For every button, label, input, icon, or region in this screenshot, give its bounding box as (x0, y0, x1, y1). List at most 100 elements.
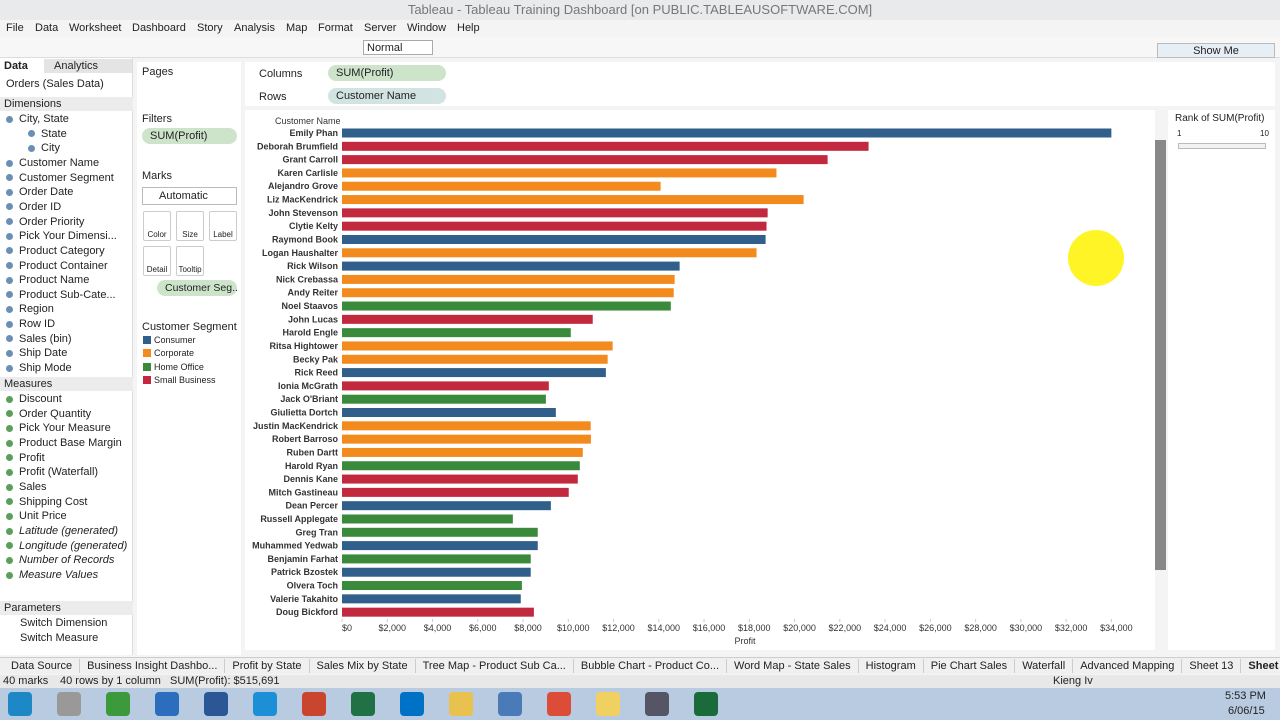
data-tab[interactable]: Data (4, 60, 28, 72)
dimension-field[interactable]: City (28, 142, 60, 154)
sheet-tab[interactable]: Tree Map - Product Sub Ca... (416, 659, 574, 673)
sheet-tab[interactable]: Pie Chart Sales (924, 659, 1016, 673)
taskbar-icon[interactable] (253, 692, 277, 716)
taskbar-icon[interactable] (498, 692, 522, 716)
mark-button[interactable]: Color (143, 211, 171, 241)
taskbar-icon[interactable] (57, 692, 81, 716)
measure-field[interactable]: Order Quantity (6, 408, 91, 420)
sheet-tab[interactable]: Histogram (859, 659, 924, 673)
taskbar-icon[interactable] (400, 692, 424, 716)
section-header: Parameters (0, 601, 133, 615)
sheet-tab[interactable]: Waterfall (1015, 659, 1074, 673)
measure-field[interactable]: Discount (6, 393, 62, 405)
dimension-field[interactable]: Order Date (6, 186, 73, 198)
dimension-field[interactable]: Customer Name (6, 157, 99, 169)
mark-button[interactable]: Detail (143, 246, 171, 276)
dimension-field[interactable]: Product Category (6, 245, 105, 257)
measure-field[interactable]: Number of Records (6, 554, 114, 566)
menu-item[interactable]: Map (286, 22, 308, 34)
menu-item[interactable]: Server (364, 22, 397, 34)
sheet-tab[interactable]: Word Map - State Sales (727, 659, 859, 673)
sheet-tab[interactable]: Business Insight Dashbo... (80, 659, 226, 673)
legend-label[interactable]: Small Business (154, 375, 216, 386)
dimension-field[interactable]: City, State (6, 113, 69, 125)
measure-field[interactable]: Product Base Margin (6, 437, 122, 449)
taskbar-icon[interactable] (302, 692, 326, 716)
dimension-field[interactable]: Sales (bin) (6, 333, 72, 345)
measure-field[interactable]: Profit (Waterfall) (6, 466, 98, 478)
parameter-field[interactable]: Switch Dimension (20, 617, 108, 629)
dimension-field[interactable]: Product Sub-Cate... (6, 289, 116, 301)
legend-label[interactable]: Corporate (154, 348, 195, 359)
menu-item[interactable]: Help (457, 22, 480, 34)
dimension-field[interactable]: Order ID (6, 201, 61, 213)
menu-item[interactable]: Data (35, 22, 59, 34)
measure-field[interactable]: Profit (6, 452, 45, 464)
category-label: Becky Pak (293, 354, 339, 364)
filter-panel (1168, 110, 1275, 650)
legend-label[interactable]: Consumer (154, 335, 196, 345)
dimension-field[interactable]: Row ID (6, 318, 55, 330)
dimension-field[interactable]: Ship Date (6, 347, 67, 359)
filter-pill[interactable]: SUM(Profit) (142, 128, 237, 144)
measure-field[interactable]: Latitude (generated) (6, 525, 118, 537)
analytics-tab[interactable]: Analytics (44, 59, 132, 73)
measure-field[interactable]: Pick Your Measure (6, 422, 111, 434)
dimension-field[interactable]: Ship Mode (6, 362, 72, 374)
show-me-button[interactable]: Show Me (1157, 43, 1275, 58)
bar-chart: Customer Name Emily Phan Deborah Brumfield… (252, 116, 1133, 646)
dimension-field[interactable]: Product Container (6, 260, 108, 272)
parameter-field[interactable]: Switch Measure (20, 632, 99, 644)
sheet-tab[interactable]: Sheet 13 (1182, 659, 1242, 673)
menu-item[interactable]: File (6, 22, 24, 34)
section-header: Dimensions (0, 97, 133, 111)
measure-field[interactable]: Unit Price (6, 510, 67, 522)
measure-field[interactable]: Sales (6, 481, 47, 493)
sheet-tab[interactable]: Sales Mix by State (310, 659, 416, 673)
x-tick-label: $6,000 (469, 623, 497, 633)
color-pill[interactable]: Customer Seg.. (157, 280, 238, 296)
menu-item[interactable]: Worksheet (69, 22, 122, 34)
sheet-tab[interactable]: Sheet 14 (1241, 659, 1280, 673)
dimension-field[interactable]: Pick Your Dimensi... (6, 230, 117, 242)
data-source[interactable]: Orders (Sales Data) (6, 78, 104, 90)
columns-pill[interactable]: SUM(Profit) (328, 65, 446, 81)
dimension-field[interactable]: Product Name (6, 274, 89, 286)
legend-label[interactable]: Home Office (154, 361, 204, 372)
dimension-field[interactable]: Order Priority (6, 216, 84, 228)
rows-pill[interactable]: Customer Name (328, 88, 446, 104)
measure-field[interactable]: Longitude (generated) (6, 540, 127, 552)
taskbar-icon[interactable] (204, 692, 228, 716)
taskbar-icon[interactable] (596, 692, 620, 716)
menu-item[interactable]: Dashboard (132, 22, 186, 34)
rank-slider[interactable] (1178, 143, 1266, 149)
mark-button[interactable]: Tooltip (176, 246, 204, 276)
mark-type-select[interactable]: Automatic (142, 187, 237, 205)
taskbar-icon[interactable] (645, 692, 669, 716)
taskbar-icon[interactable] (351, 692, 375, 716)
taskbar-icon[interactable] (8, 692, 32, 716)
dimension-field[interactable]: Region (6, 303, 54, 315)
fit-select[interactable]: Normal (363, 40, 433, 55)
mark-button[interactable]: Label (209, 211, 237, 241)
taskbar-icon[interactable] (547, 692, 571, 716)
dimension-field[interactable]: State (28, 128, 67, 140)
sheet-tab[interactable]: Bubble Chart - Product Co... (574, 659, 728, 673)
menu-item[interactable]: Story (197, 22, 223, 34)
measure-field[interactable]: Measure Values (6, 569, 98, 581)
menu-item[interactable]: Window (407, 22, 447, 34)
taskbar-icon[interactable] (449, 692, 473, 716)
sheet-tab[interactable]: Data Source (4, 659, 81, 673)
sheet-tab[interactable]: Advanced Mapping (1073, 659, 1183, 673)
taskbar-icon[interactable] (694, 692, 718, 716)
x-tick-label: $28,000 (964, 623, 997, 633)
taskbar-icon[interactable] (106, 692, 130, 716)
menu-item[interactable]: Analysis (234, 22, 275, 34)
taskbar-icon[interactable] (155, 692, 179, 716)
dimension-field[interactable]: Customer Segment (6, 172, 114, 184)
measure-field[interactable]: Shipping Cost (6, 496, 88, 508)
scrollbar[interactable] (1155, 140, 1166, 570)
mark-button[interactable]: Size (176, 211, 204, 241)
menu-item[interactable]: Format (318, 22, 353, 34)
sheet-tab[interactable]: Profit by State (225, 659, 310, 673)
